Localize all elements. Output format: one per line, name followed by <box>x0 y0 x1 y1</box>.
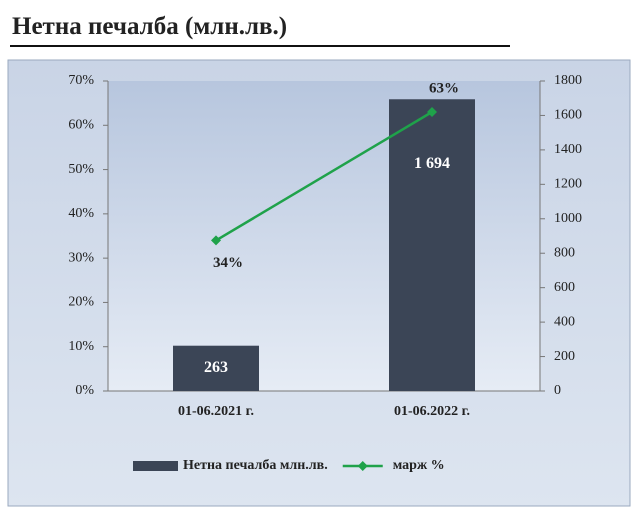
line-marker <box>211 235 221 246</box>
plot-area <box>108 81 540 391</box>
y2-tick-label: 1800 <box>554 73 582 88</box>
y-tick-label: 70% <box>68 73 94 88</box>
x-tick-label: 01-06.2022 г. <box>394 404 470 419</box>
y2-tick-label: 1200 <box>554 177 582 192</box>
line <box>215 110 433 242</box>
y2-tick-label: 800 <box>554 245 575 260</box>
line-value-label: 63% <box>429 80 459 96</box>
legend-swatch <box>133 461 178 471</box>
y-tick-label: 10% <box>68 339 94 354</box>
bar <box>389 99 475 391</box>
legend-marker <box>357 461 368 471</box>
legend-label: марж % <box>393 458 445 473</box>
x-tick-label: 01-06.2021 г. <box>178 404 254 419</box>
y2-tick-label: 400 <box>554 314 575 329</box>
y-tick-label: 60% <box>68 118 94 133</box>
chart-title: Нетна печалба (млн.лв.) <box>12 13 287 40</box>
y-tick-label: 20% <box>68 295 94 310</box>
y-tick-label: 40% <box>68 206 94 221</box>
y2-tick-label: 1600 <box>554 108 582 123</box>
bar-value-label: 263 <box>204 359 228 376</box>
y2-tick-label: 200 <box>554 349 575 364</box>
y-tick-label: 50% <box>68 162 94 177</box>
y2-tick-label: 1400 <box>554 142 582 157</box>
bar-value-label: 1 694 <box>414 155 450 172</box>
y2-tick-label: 0 <box>554 383 561 398</box>
y2-tick-label: 600 <box>554 280 575 295</box>
line-marker <box>427 107 437 117</box>
y-tick-label: 30% <box>68 250 94 265</box>
bar <box>173 345 259 391</box>
legend-label: Нетна печалба млн.лв. <box>183 458 328 473</box>
y-tick-label: 0% <box>75 383 94 398</box>
line-value-label: 34% <box>213 255 243 271</box>
y2-tick-label: 1000 <box>554 211 582 226</box>
